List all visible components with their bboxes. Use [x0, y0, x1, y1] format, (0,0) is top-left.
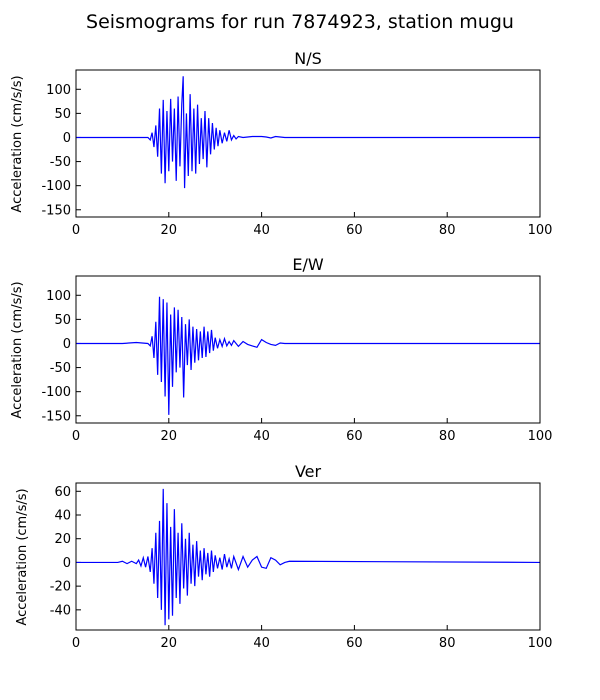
x-tick-label-ver: 0: [72, 636, 80, 651]
x-tick-label-ew: 40: [253, 429, 270, 444]
y-axis-label-ver: Acceleration (cm/s/s): [15, 488, 30, 625]
panel-title-ver: Ver: [295, 462, 322, 481]
y-tick-label-ver: 60: [54, 485, 71, 500]
panel-ns: N/S Acceleration (cm/s/s) 0 20 40 60 80 100 -1…: [10, 49, 552, 238]
trace-ew: [76, 296, 540, 415]
x-tick-label-ew: 20: [161, 429, 178, 444]
y-tick-label-ver: -40: [50, 603, 71, 618]
plot-frame-ns: [75, 69, 541, 218]
y-tick-label-ew: 0: [63, 337, 71, 352]
x-tick-label-ns: 60: [346, 223, 363, 238]
x-tick-label-ver: 80: [439, 636, 456, 651]
x-tick-label-ew: 80: [439, 429, 456, 444]
x-tick-label-ns: 0: [72, 223, 80, 238]
panel-title-ew: E/W: [292, 255, 324, 274]
ticks-ew: 0 20 40 60 80 100 -150 -100 -50 0 50 100: [41, 289, 552, 444]
x-tick-label-ver: 20: [161, 636, 178, 651]
panel-title-ns: N/S: [294, 49, 322, 68]
panel-ew: E/W Acceleration (cm/s/s) 0 20 40 60 80 100 -1…: [10, 255, 552, 444]
figure-title: Seismograms for run 7874923, station mug…: [86, 11, 514, 33]
y-tick-label-ver: 0: [63, 556, 71, 571]
x-tick-label-ver: 40: [253, 636, 270, 651]
y-tick-label-ew: -100: [41, 385, 71, 400]
y-tick-label-ns: -150: [41, 203, 71, 218]
x-tick-label-ns: 80: [439, 223, 456, 238]
trace-ns: [76, 76, 540, 189]
y-tick-label-ver: 40: [54, 509, 71, 524]
y-tick-label-ns: 50: [54, 107, 71, 122]
y-tick-label-ns: -50: [50, 155, 71, 170]
y-tick-label-ver: 20: [54, 532, 71, 547]
y-axis-label-ew: Acceleration (cm/s/s): [10, 281, 25, 418]
y-tick-label-ew: 100: [46, 289, 71, 304]
ticks-ver: 0 20 40 60 80 100 -40 -20 0 20 40 60: [50, 485, 553, 651]
x-tick-label-ns: 20: [161, 223, 178, 238]
panel-ver: Ver Acceleration (cm/s/s) 0 20 40 60 80 100 -4…: [15, 462, 552, 651]
x-tick-label-ns: 40: [253, 223, 270, 238]
y-tick-label-ns: 0: [63, 131, 71, 146]
x-tick-label-ver: 60: [346, 636, 363, 651]
y-tick-label-ns: 100: [46, 83, 71, 98]
x-tick-label-ew: 100: [528, 429, 553, 444]
y-tick-label-ew: 50: [54, 313, 71, 328]
trace-ver: [76, 488, 541, 626]
y-tick-label-ns: -100: [41, 179, 71, 194]
y-tick-label-ew: -150: [41, 409, 71, 424]
y-tick-label-ver: -20: [50, 580, 71, 595]
plot-frame-ew: [75, 275, 541, 424]
plot-frame-ver: [75, 482, 541, 631]
x-tick-label-ns: 100: [528, 223, 553, 238]
x-tick-label-ew: 0: [72, 429, 80, 444]
ticks-ns: 0 20 40 60 80 100 -150 -100 -50 0 50 100: [41, 83, 552, 238]
y-axis-label-ns: Acceleration (cm/s/s): [10, 75, 25, 212]
x-tick-label-ver: 100: [528, 636, 553, 651]
x-tick-label-ew: 60: [346, 429, 363, 444]
y-tick-label-ew: -50: [50, 361, 71, 376]
